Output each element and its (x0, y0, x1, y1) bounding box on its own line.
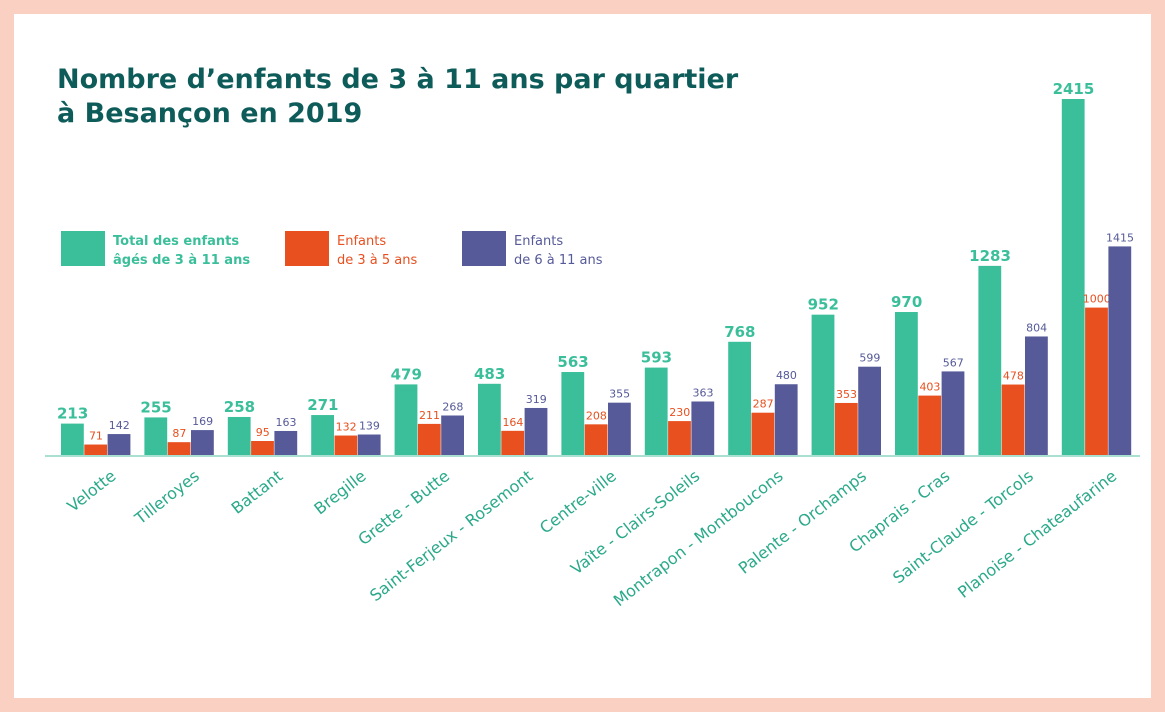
value-label: 163 (276, 416, 297, 429)
value-label: 363 (693, 386, 714, 399)
value-label: 164 (502, 416, 523, 429)
bar (84, 444, 108, 455)
value-label: 87 (172, 427, 186, 440)
x-tick-label: Saint-Claude - Torcols (889, 466, 1037, 587)
bar (811, 314, 835, 455)
bar (417, 423, 441, 455)
bar (751, 412, 775, 455)
value-label: 268 (442, 400, 463, 413)
value-label: 403 (919, 381, 940, 394)
bar (478, 383, 501, 455)
value-label: 804 (1026, 321, 1047, 334)
value-label: 599 (859, 352, 880, 365)
bar (691, 401, 715, 455)
bar (501, 430, 525, 455)
x-tick-label: Tilleroyes (130, 466, 202, 528)
value-label: 1000 (1083, 293, 1111, 306)
bar (644, 367, 668, 455)
legend-swatch (61, 231, 105, 266)
bar (978, 265, 1002, 455)
value-label: 970 (891, 293, 922, 311)
bar (858, 366, 881, 455)
bar (584, 424, 608, 455)
bar (608, 402, 631, 455)
bar (144, 417, 168, 455)
value-label: 2415 (1053, 80, 1095, 98)
value-label: 355 (609, 388, 630, 401)
bar (524, 407, 548, 455)
bar (61, 423, 84, 455)
bar (668, 421, 691, 455)
value-label: 353 (836, 388, 857, 401)
legend-swatch (285, 231, 329, 266)
bar (167, 442, 191, 455)
value-label: 480 (776, 369, 797, 382)
bar (107, 434, 131, 455)
bar (334, 435, 358, 455)
value-label: 1415 (1106, 231, 1134, 244)
value-label: 768 (724, 323, 755, 341)
value-label: 208 (586, 409, 607, 422)
bar (1085, 307, 1108, 455)
bar (311, 415, 334, 455)
bar (834, 402, 858, 455)
value-label: 95 (256, 426, 270, 439)
value-label: 139 (359, 420, 380, 433)
value-label: 258 (224, 398, 255, 416)
value-label: 230 (669, 406, 690, 419)
legend-label: Total des enfants âgés de 3 à 11 ans (113, 234, 250, 268)
bar (274, 430, 298, 455)
x-tick-label: Velotte (64, 466, 120, 516)
value-label: 287 (753, 398, 774, 411)
bar (394, 384, 418, 455)
bar (774, 384, 798, 455)
value-label: 213 (57, 405, 88, 423)
value-label: 593 (641, 349, 672, 367)
x-tick-label: Centre-ville (536, 466, 620, 537)
x-tick-label: Planoise - Chateaufarine (954, 466, 1120, 602)
value-label: 319 (526, 393, 547, 406)
x-tick-label: Battant (228, 466, 287, 518)
value-label: 71 (89, 430, 103, 443)
bar (918, 395, 942, 455)
value-label: 1283 (969, 247, 1011, 265)
bar (1061, 99, 1085, 455)
legend-label: Enfants de 3 à 5 ans (337, 234, 417, 268)
value-label: 567 (943, 356, 964, 369)
bar (227, 416, 251, 455)
x-tick-label: Montrapon - Montboucons (610, 466, 787, 610)
bar (561, 372, 585, 455)
value-label: 255 (140, 398, 171, 416)
bar (1001, 384, 1025, 455)
value-label: 563 (557, 353, 588, 371)
bar (941, 371, 965, 455)
value-label: 169 (192, 415, 213, 428)
value-label: 483 (474, 365, 505, 383)
chart-title: Nombre d’enfants de 3 à 11 ans par quart… (57, 64, 748, 129)
bar (357, 434, 381, 455)
value-label: 142 (109, 419, 130, 432)
bar (251, 440, 274, 455)
bar (728, 341, 751, 455)
value-label: 479 (391, 365, 422, 383)
value-label: 271 (307, 396, 338, 414)
bar (191, 430, 214, 455)
bar (1025, 336, 1048, 455)
legend-label: Enfants de 6 à 11 ans (514, 234, 603, 268)
value-label: 211 (419, 409, 440, 422)
bar (1108, 246, 1132, 455)
legend-swatch (462, 231, 506, 266)
value-label: 478 (1003, 370, 1024, 383)
x-tick-label: Bregille (310, 466, 369, 518)
bar (441, 415, 464, 455)
bar (895, 312, 918, 455)
x-tick-label: Saint-Ferjeux - Rosemont (366, 466, 536, 605)
value-label: 132 (336, 421, 357, 434)
value-label: 952 (808, 296, 839, 314)
